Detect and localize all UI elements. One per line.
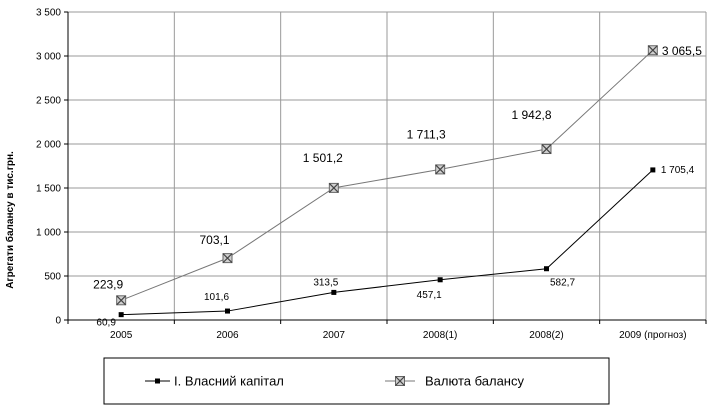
x-cross-marker <box>222 253 233 264</box>
data-label: 1 942,8 <box>511 108 551 122</box>
y-tick-label: 2 000 <box>36 140 61 151</box>
data-label: 313,5 <box>313 277 338 288</box>
y-tick-label: 0 <box>55 316 61 327</box>
data-label: 223,9 <box>93 277 123 291</box>
series-valiuta-balansu <box>116 45 658 306</box>
x-tick-label: 2009 (прогноз) <box>619 330 686 341</box>
x-tick-label: 2008(1) <box>423 330 457 341</box>
y-tick-label: 3 000 <box>36 52 61 63</box>
y-tick-label: 1 500 <box>36 184 61 195</box>
square-marker <box>650 167 656 173</box>
data-label: 60,9 <box>96 318 116 329</box>
x-cross-marker <box>328 182 339 193</box>
x-cross-marker <box>435 164 446 175</box>
y-tick-labels: 0 500 1 000 1 500 2 000 2 500 3 000 3 500 <box>36 8 61 327</box>
square-marker <box>155 378 160 384</box>
data-labels: 60,9 101,6 313,5 457,1 582,7 1 705,4 223,9 703,… <box>93 44 702 328</box>
square-marker <box>225 308 230 314</box>
legend: I. Власний капітал Валюта балансу <box>103 357 610 405</box>
x-cross-marker <box>647 45 658 56</box>
data-label: 457,1 <box>417 290 442 301</box>
x-cross-marker <box>541 144 552 154</box>
x-tick-label: 2005 <box>110 330 133 341</box>
square-marker <box>331 289 337 295</box>
data-label: 582,7 <box>550 278 575 289</box>
grid <box>68 11 707 321</box>
x-tick-label: 2008(2) <box>529 330 563 341</box>
series-group <box>116 45 658 318</box>
data-label: 3 065,5 <box>662 44 702 58</box>
square-marker <box>437 277 443 283</box>
legend-entry-valiuta-balansu: Валюта балансу <box>385 374 524 389</box>
square-marker <box>544 266 549 272</box>
x-tick-labels: 2005 2006 2007 2008(1) 2008(2) 2009 (прогноз) <box>110 330 687 341</box>
legend-label: Валюта балансу <box>425 374 524 389</box>
legend-box <box>103 357 610 405</box>
data-label: 1 501,2 <box>303 151 343 165</box>
data-label: 1 711,3 <box>407 127 446 141</box>
x-cross-marker <box>116 295 127 306</box>
legend-entry-vlasnyi-kapital: I. Власний капітал <box>145 374 284 389</box>
y-tick-label: 1 000 <box>36 228 61 239</box>
y-tick-label: 3 500 <box>36 8 61 19</box>
data-label: 703,1 <box>199 233 229 247</box>
data-label: 1 705,4 <box>661 165 695 176</box>
legend-label: I. Власний капітал <box>174 374 284 389</box>
series-line <box>121 169 654 316</box>
x-tick-label: 2006 <box>216 330 239 341</box>
square-marker <box>118 312 124 318</box>
y-tick-label: 2 500 <box>36 96 61 107</box>
data-label: 101,6 <box>204 292 229 303</box>
x-cross-marker <box>395 376 405 386</box>
axes <box>64 11 707 324</box>
series-line <box>120 49 654 301</box>
y-tick-label: 500 <box>44 272 61 283</box>
x-tick-label: 2007 <box>323 330 346 341</box>
y-axis-label: Агрегати балансу в тис.грн. <box>4 151 16 289</box>
series-vlasnyi-kapital <box>118 167 656 318</box>
